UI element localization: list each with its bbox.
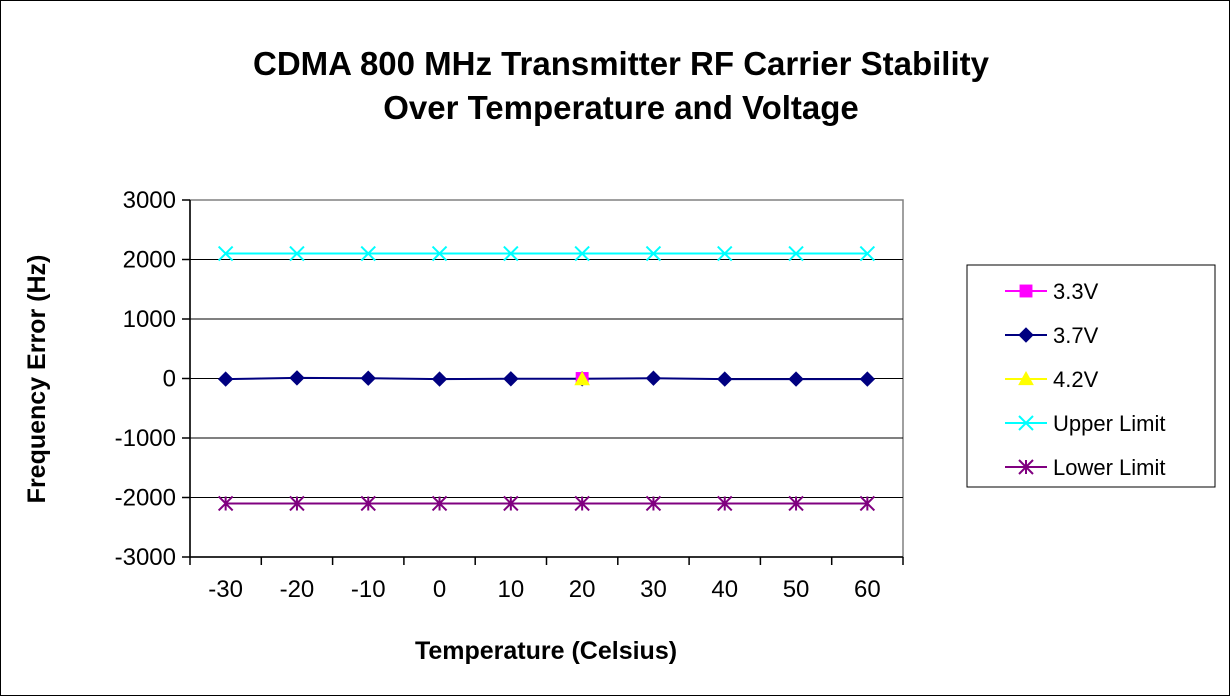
data-point (574, 495, 590, 512)
data-point (360, 495, 376, 512)
data-point (289, 370, 305, 386)
x-tick-label: 20 (569, 576, 596, 603)
data-point (360, 370, 376, 386)
data-point (503, 245, 519, 262)
data-point (503, 371, 519, 387)
x-tick-label: -20 (280, 576, 315, 603)
data-point (788, 495, 804, 512)
data-point (717, 245, 733, 262)
y-tick-label: 2000 (123, 247, 176, 274)
data-point (217, 495, 234, 512)
x-tick-label: 40 (711, 576, 738, 603)
series-upper-limit (217, 245, 876, 262)
data-point (431, 371, 448, 387)
y-tick-label: 1000 (123, 306, 176, 333)
data-point (859, 371, 876, 387)
data-point (1018, 370, 1034, 386)
legend-item: Upper Limit (1005, 411, 1165, 436)
series-layer (217, 245, 876, 512)
x-axis-ticks: -30 -20 -10 0 10 20 30 40 50 60 (189, 557, 904, 603)
legend: 3.3V 3.7V 4.2V Upper Limit Lower Limit (966, 264, 1216, 488)
y-tick-label: -3000 (115, 544, 176, 571)
data-point (1018, 459, 1034, 475)
series-4-2v (574, 371, 590, 386)
x-tick-label: 50 (783, 576, 810, 603)
data-point (503, 495, 519, 512)
data-point (717, 371, 733, 387)
data-point (289, 495, 305, 512)
series-lower-limit (217, 495, 876, 512)
data-point (717, 495, 733, 512)
legend-box (966, 264, 1216, 488)
data-point (289, 245, 305, 262)
data-point (645, 495, 662, 512)
y-axis-ticks: 3000 2000 1000 0 -1000 -2000 -3000 (115, 187, 190, 571)
data-point (788, 371, 804, 387)
data-point (1018, 327, 1034, 343)
legend-label: Upper Limit (1053, 411, 1165, 436)
chart-title-line-1: CDMA 800 MHz Transmitter RF Carrier Stab… (253, 45, 990, 82)
legend-label: Lower Limit (1053, 455, 1165, 480)
data-point (1018, 415, 1034, 431)
legend-item: Lower Limit (1005, 455, 1165, 480)
y-tick-label: 0 (163, 366, 176, 393)
y-tick-label: -2000 (115, 485, 176, 512)
data-point (859, 245, 876, 262)
data-point (574, 371, 590, 386)
y-tick-label: -1000 (115, 425, 176, 452)
legend-label: 4.2V (1053, 367, 1099, 392)
data-point (859, 495, 876, 512)
chart-title-line-2: Over Temperature and Voltage (383, 89, 859, 126)
data-point (360, 245, 376, 262)
data-point (431, 495, 448, 512)
legend-item: 3.3V (1005, 279, 1099, 304)
legend-item: 4.2V (1005, 367, 1099, 392)
data-point (574, 245, 590, 262)
series-line (225, 376, 868, 381)
x-tick-label: 0 (433, 576, 446, 603)
legend-label: 3.3V (1053, 279, 1099, 304)
x-tick-label: -10 (351, 576, 386, 603)
data-point (217, 371, 234, 387)
data-point (217, 245, 234, 262)
data-point (788, 245, 804, 262)
x-tick-label: 10 (497, 576, 524, 603)
data-point (645, 370, 662, 386)
x-tick-label: -30 (208, 576, 243, 603)
data-point (1019, 284, 1033, 298)
x-tick-label: 60 (854, 576, 881, 603)
y-tick-label: 3000 (123, 187, 176, 214)
data-point (431, 245, 448, 262)
y-axis-title: Frequency Error (Hz) (23, 255, 51, 504)
data-point (645, 245, 662, 262)
legend-item: 3.7V (1005, 323, 1099, 348)
x-axis-title: Temperature (Celsius) (415, 637, 677, 665)
x-tick-label: 30 (640, 576, 667, 603)
chart-title: CDMA 800 MHz Transmitter RF Carrier Stab… (253, 45, 990, 126)
legend-label: 3.7V (1053, 323, 1099, 348)
